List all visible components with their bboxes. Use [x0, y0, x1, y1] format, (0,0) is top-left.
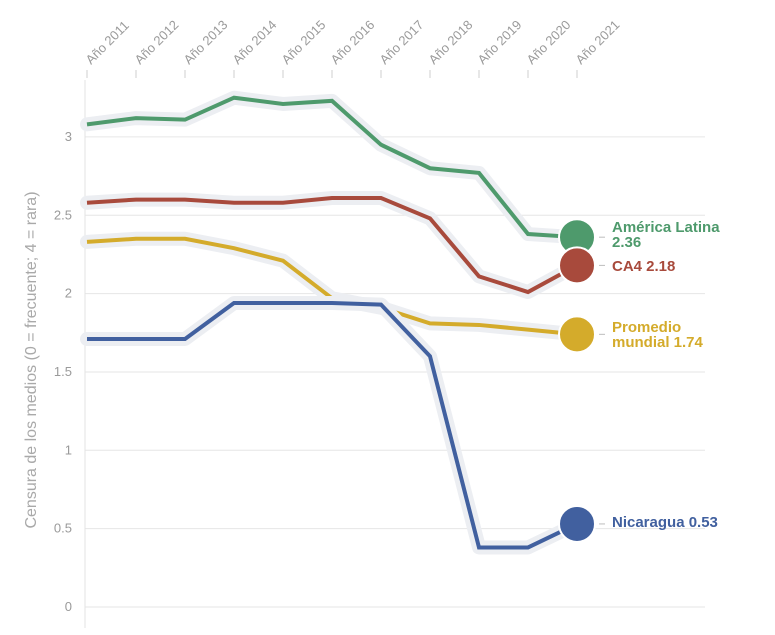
series-line [87, 301, 578, 550]
x-tick-label: Año 2011 [83, 18, 132, 67]
y-axis-ticks: 0 0.5 1 1.5 2 2.5 3 [54, 129, 72, 614]
x-axis-ticks: Año 2011 Año 2012 Año 2013 Año 2014 Año 2015… [83, 17, 623, 78]
y-tick-label: 1 [65, 442, 72, 457]
series-line [86, 95, 578, 240]
y-tick-label: 3 [65, 129, 72, 144]
series-end-label: Promedio [612, 319, 681, 336]
series-end-marker [558, 315, 596, 354]
x-tick-label: Año 2013 [181, 17, 231, 67]
y-tick-label: 2 [65, 286, 72, 301]
x-tick-label: Año 2019 [475, 17, 525, 67]
series-end-label: CA4 2.18 [612, 258, 675, 275]
x-tick-label: Año 2020 [524, 17, 574, 67]
y-tick-label: 0 [65, 599, 72, 614]
y-tick-label: 0.5 [54, 521, 72, 536]
series-end-marker [558, 504, 596, 543]
x-tick-label: Año 2015 [279, 17, 329, 67]
series-end-label: Nicaragua 0.53 [612, 514, 718, 531]
y-tick-label: 2.5 [54, 207, 72, 222]
grid [84, 80, 705, 628]
x-tick-label: Año 2014 [230, 17, 280, 67]
series-line [86, 196, 578, 295]
series-end-marker [558, 246, 596, 285]
x-tick-label: Año 2018 [426, 17, 476, 67]
series-lines [80, 90, 584, 555]
x-tick-label: Año 2016 [328, 17, 378, 67]
series-end-label: 2.36 [612, 234, 641, 251]
x-tick-label: Año 2021 [573, 17, 623, 67]
series-end-label: América Latina [612, 219, 720, 236]
end-markers [558, 218, 596, 543]
series-end-label: mundial 1.74 [612, 334, 704, 351]
x-tick-label: Año 2017 [377, 17, 427, 67]
y-tick-label: 1.5 [54, 364, 72, 379]
y-axis-label: Censura de los medios (0 = frecuente; 4 … [23, 191, 40, 528]
x-tick-label: Año 2012 [132, 17, 182, 67]
